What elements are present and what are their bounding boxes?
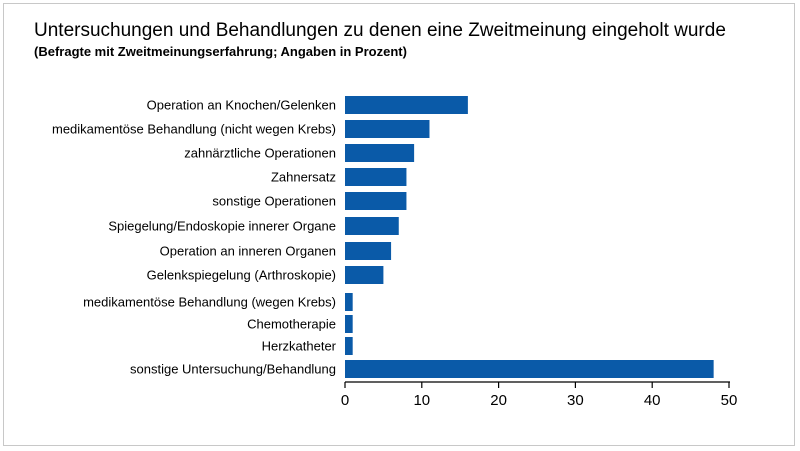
category-label: zahnärztliche Operationen <box>184 146 336 161</box>
bar <box>345 144 415 162</box>
x-tick-label: 40 <box>644 392 661 409</box>
category-label: sonstige Untersuchung/Behandlung <box>130 362 336 377</box>
category-label: sonstige Operationen <box>212 194 336 209</box>
bar <box>345 96 468 114</box>
category-label: Herzkatheter <box>262 339 337 354</box>
chart-subtitle: (Befragte mit Zweitmeinungserfahrung; An… <box>34 44 407 59</box>
category-label: Zahnersatz <box>271 170 336 185</box>
category-label: Gelenkspiegelung (Arthroskopie) <box>147 268 336 283</box>
category-label: medikamentöse Behandlung (nicht wegen Kr… <box>52 122 336 137</box>
category-label: Operation an Knochen/Gelenken <box>147 98 336 113</box>
x-tick-label: 0 <box>341 392 349 409</box>
bar <box>345 242 392 260</box>
bar <box>345 293 353 311</box>
x-tick-label: 30 <box>567 392 584 409</box>
bar <box>345 192 407 210</box>
bar <box>345 315 353 333</box>
category-label: Operation an inneren Organen <box>160 244 336 259</box>
bar <box>345 266 384 284</box>
category-label: Spiegelung/Endoskopie innerer Organe <box>108 219 336 234</box>
bar <box>345 120 430 138</box>
x-tick-label: 50 <box>721 392 738 409</box>
category-label: Chemotherapie <box>247 317 336 332</box>
x-tick-label: 20 <box>490 392 507 409</box>
x-tick-label: 10 <box>413 392 430 409</box>
bar <box>345 168 407 186</box>
chart-title: Untersuchungen und Behandlungen zu denen… <box>34 20 726 41</box>
bar <box>345 217 399 235</box>
category-label: medikamentöse Behandlung (wegen Krebs) <box>83 295 336 310</box>
bar <box>345 337 353 355</box>
chart-frame <box>3 3 795 446</box>
bar <box>345 360 714 378</box>
